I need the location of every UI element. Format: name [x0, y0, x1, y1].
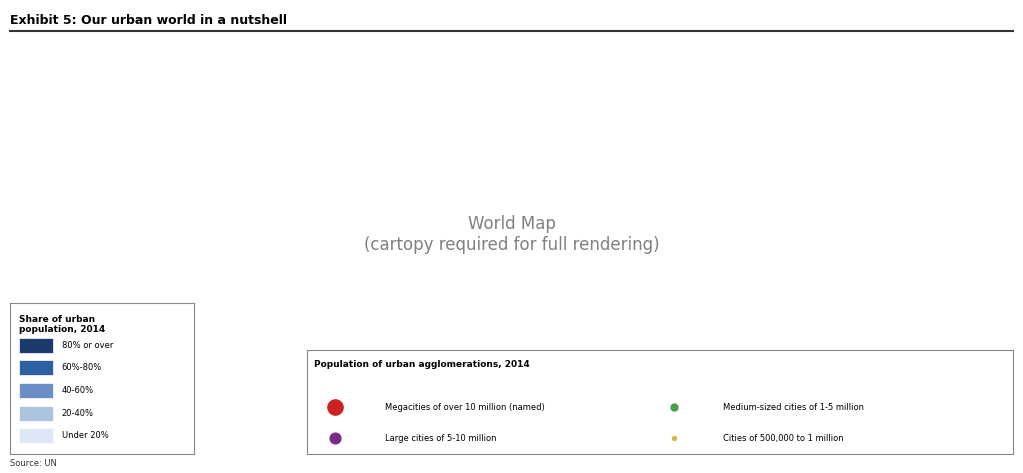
FancyBboxPatch shape — [19, 360, 52, 376]
Text: 80% or over: 80% or over — [61, 341, 114, 350]
FancyBboxPatch shape — [19, 406, 52, 421]
Text: Medium-sized cities of 1-5 million: Medium-sized cities of 1-5 million — [723, 403, 864, 412]
Text: Under 20%: Under 20% — [61, 431, 108, 440]
Text: World Map
(cartopy required for full rendering): World Map (cartopy required for full ren… — [364, 215, 659, 254]
Text: 60%-80%: 60%-80% — [61, 363, 102, 372]
Text: 40-60%: 40-60% — [61, 386, 94, 395]
Text: Cities of 500,000 to 1 million: Cities of 500,000 to 1 million — [723, 434, 844, 443]
Text: Population of urban agglomerations, 2014: Population of urban agglomerations, 2014 — [314, 360, 530, 369]
Point — [908, 256, 925, 264]
Text: Megacities of over 10 million (named): Megacities of over 10 million (named) — [385, 403, 544, 412]
Text: Exhibit 5: Our urban world in a nutshell: Exhibit 5: Our urban world in a nutshell — [10, 14, 287, 27]
FancyBboxPatch shape — [19, 383, 52, 398]
FancyBboxPatch shape — [19, 429, 52, 444]
Text: 20-40%: 20-40% — [61, 409, 94, 418]
Text: Large cities of 5-10 million: Large cities of 5-10 million — [385, 434, 496, 443]
Text: Share of urban
population, 2014: Share of urban population, 2014 — [19, 315, 105, 334]
FancyBboxPatch shape — [19, 338, 52, 353]
Text: Source: UN: Source: UN — [10, 459, 57, 468]
